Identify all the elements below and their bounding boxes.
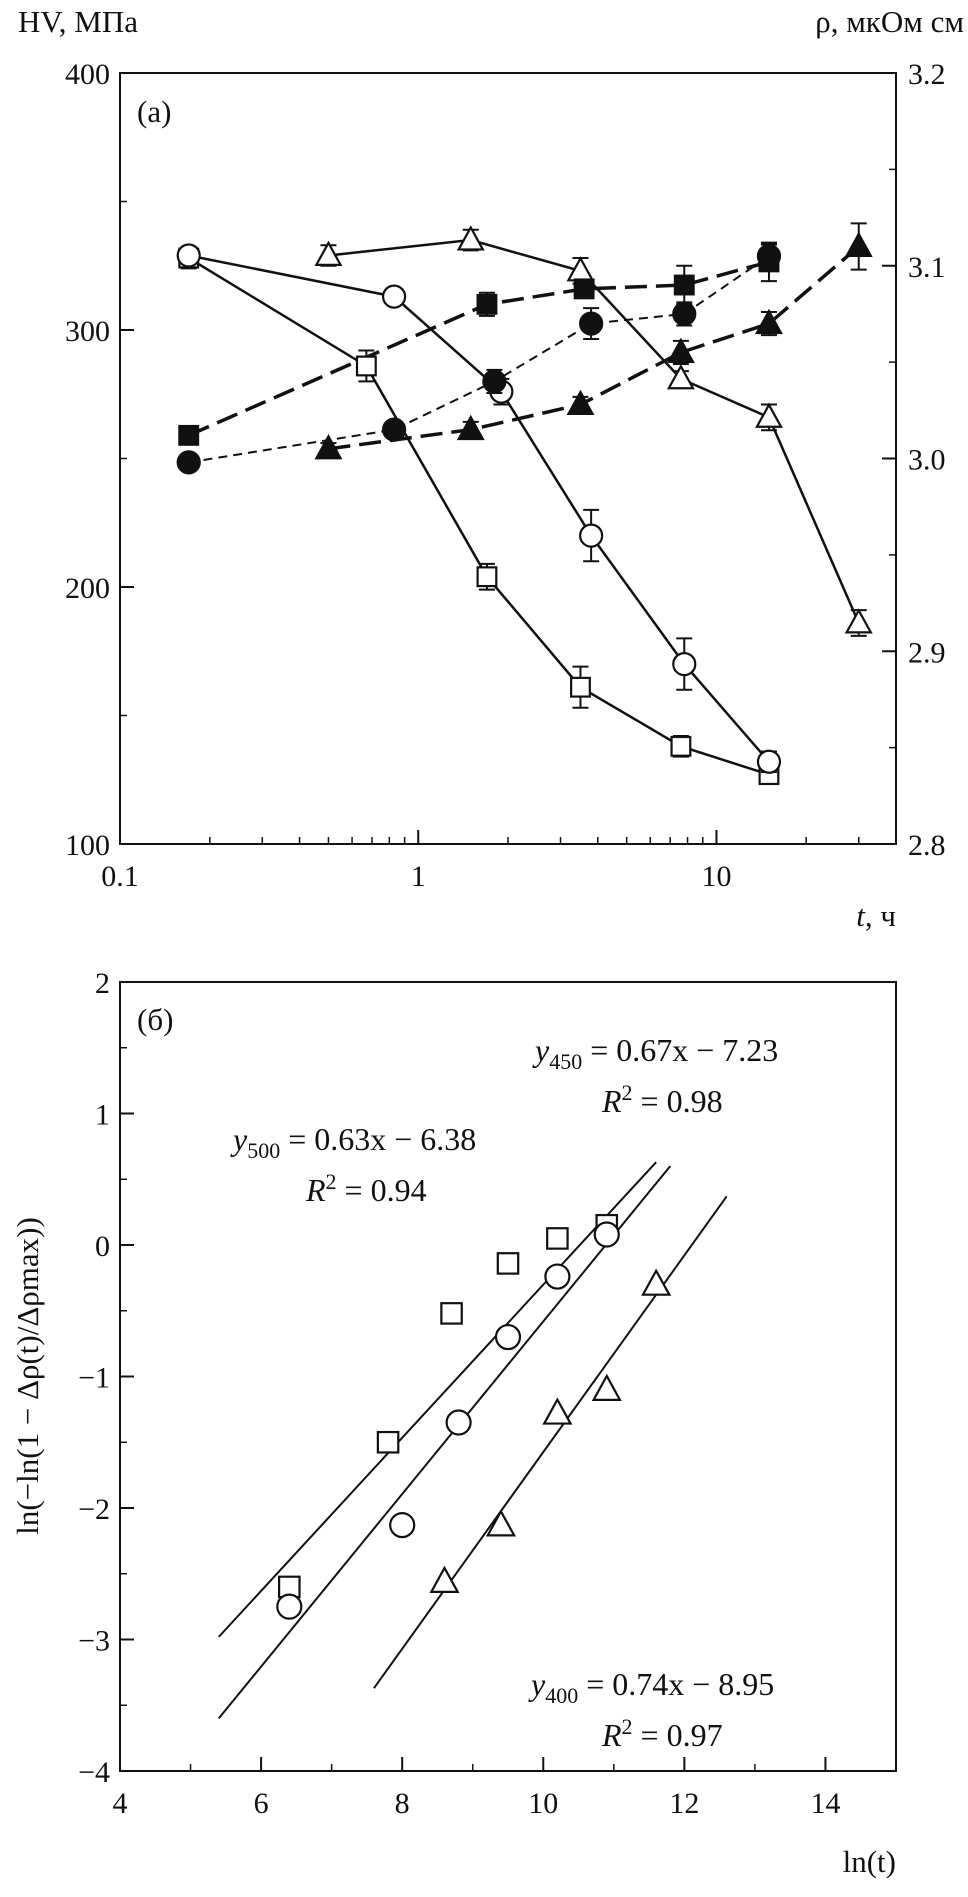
- panel-b-series-0-point: [546, 1227, 569, 1250]
- panel-a-series-1-line: [188, 254, 770, 763]
- panel-a-series-1-point: [176, 243, 201, 268]
- panel-a-series-1-point: [579, 523, 604, 548]
- panel-a-series-5-point: [666, 337, 695, 363]
- panel-a-series-4-point: [756, 244, 782, 269]
- panel-a-x-tick-label: 1: [411, 860, 426, 893]
- panel-a-series-4-point: [672, 301, 697, 327]
- panel-b-x-tick-label: 14: [810, 1787, 840, 1820]
- panel-a-series-4-point: [482, 369, 507, 394]
- panel-b-x-tick-label: 4: [113, 1787, 128, 1820]
- fit-equation-500: y500 = 0.63x − 6.38: [230, 1121, 476, 1163]
- panel-a-y-right-tick-label: 3.0: [908, 444, 946, 477]
- panel-b-series-1-point: [389, 1511, 416, 1539]
- panel-b-series-2-point: [641, 1268, 672, 1296]
- panel-b-series-2-point: [429, 1565, 460, 1594]
- panel-a: HV, МПа ρ, мкОм см (a) 0.1 1 10 100 200 300 40…: [18, 4, 964, 933]
- panel-b-fit-line-0: [218, 1161, 657, 1638]
- panel-b-fit-line-2: [373, 1195, 728, 1689]
- panel-b-y-tick-label: 0: [95, 1230, 110, 1263]
- panel-a-series-2-point: [314, 240, 343, 266]
- fit-r2-500: R2 = 0.94: [305, 1169, 427, 1208]
- panel-a-y-left-tick-label: 100: [65, 829, 110, 862]
- panel-b-y-axis-title: ln(−ln(1 − Δρ(t)/Δρmax)): [10, 1217, 45, 1535]
- panel-a-series-5-point: [844, 231, 873, 257]
- panel-b-y-tick-label: −2: [78, 1493, 110, 1526]
- panel-a-series-1-point: [756, 749, 782, 774]
- panel-a-series-3-point: [476, 293, 498, 315]
- panel-b-series-1-point: [593, 1221, 620, 1248]
- panel-a-series-0-point: [476, 566, 498, 588]
- panel-b-x-tick-label: 8: [395, 1787, 410, 1820]
- panel-a-frame: [119, 72, 897, 845]
- panel-a-y-right-tick-label: 2.8: [908, 829, 946, 862]
- fit-r2-400: R2 = 0.97: [601, 1714, 723, 1753]
- panel-a-series-1-point: [381, 284, 407, 309]
- fit-annotation-500: y500 = 0.63x − 6.38 R2 = 0.94: [230, 1121, 476, 1208]
- panel-b-series-2-point: [591, 1373, 622, 1402]
- panel-a-y-left-tick-label: 400: [65, 58, 110, 91]
- panel-a-y-right-tick-label: 2.9: [908, 636, 946, 669]
- fit-equation-450: y450 = 0.67x − 7.23: [532, 1032, 778, 1074]
- panel-b-series-1-point: [494, 1323, 522, 1351]
- fit-equation-400: y400 = 0.74x − 8.95: [528, 1666, 774, 1708]
- panel-a-series-4-point: [579, 311, 604, 336]
- panel-a-x-tick-label: 0.1: [101, 860, 139, 893]
- panel-a-series-2-line: [328, 238, 860, 624]
- panel-a-x-tick-label: 10: [701, 860, 731, 893]
- panel-a-right-axis-title: ρ, мкОм см: [815, 4, 964, 39]
- panel-a-series-0-line: [188, 256, 770, 776]
- panel-a-x-axis-title: t, ч: [856, 898, 896, 933]
- panel-b-series-1-point: [276, 1593, 303, 1620]
- panel-a-series-5-point: [314, 434, 343, 460]
- panel-b-x-tick-label: 6: [254, 1787, 269, 1820]
- panel-a-series-5-point: [755, 308, 783, 335]
- panel-a-series-1-point: [672, 651, 697, 677]
- panel-a-series-0-point: [355, 355, 377, 377]
- panel-b-frame: [119, 981, 897, 1772]
- panel-a-series-2-point: [456, 225, 485, 251]
- panel-a-series-3-point: [178, 424, 200, 446]
- panel-b-series-0-point: [376, 1430, 400, 1454]
- panel-a-label: (a): [137, 94, 171, 129]
- panel-b-fit-line-1: [217, 1165, 672, 1720]
- panel-a-series-3-point: [573, 278, 595, 300]
- panel-b-y-tick-label: −3: [78, 1625, 110, 1658]
- panel-a-y-left-tick-label: 200: [65, 572, 110, 605]
- panel-a-left-axis-title: HV, МПа: [18, 4, 138, 39]
- fit-annotation-400: y400 = 0.74x − 8.95 R2 = 0.97: [528, 1666, 774, 1753]
- panel-b-x-axis-title: ln(t): [843, 1844, 896, 1879]
- fit-annotation-450: y450 = 0.67x − 7.23 R2 = 0.98: [532, 1032, 778, 1119]
- panel-b-x-tick-label: 10: [528, 1787, 558, 1820]
- panel-a-series-5-point: [456, 414, 485, 441]
- panel-b-y-tick-label: 2: [95, 967, 110, 1000]
- panel-a-series-3-point: [673, 274, 695, 296]
- panel-b-y-tick-label: −4: [78, 1756, 110, 1789]
- panel-b-y-tick-label: −1: [78, 1362, 110, 1395]
- panel-a-series-5-line: [328, 245, 860, 451]
- panel-b-series-2-point: [542, 1397, 573, 1425]
- panel-a-series-0-point: [570, 676, 591, 698]
- panel-b-x-tick-label: 12: [669, 1787, 699, 1820]
- panel-b-label: (б): [137, 1002, 173, 1037]
- panel-a-series-5-point: [566, 389, 595, 416]
- panel-b-series-1-point: [544, 1263, 571, 1290]
- panel-b-series-1-point: [445, 1409, 472, 1436]
- fit-r2-450: R2 = 0.98: [601, 1080, 723, 1119]
- panel-b-series-0-point: [440, 1302, 463, 1325]
- panel-a-series-2-point: [666, 364, 695, 390]
- panel-a-series-4-point: [381, 417, 407, 442]
- panel-a-series-2-point: [844, 608, 873, 634]
- panel-b-series-2-point: [485, 1509, 517, 1537]
- panel-b-series-0-point: [496, 1252, 520, 1275]
- panel-a-series-4-point: [176, 450, 201, 475]
- panel-b-y-tick-label: 1: [95, 1099, 110, 1132]
- panel-a-y-right-tick-label: 3.2: [908, 58, 946, 91]
- panel-a-y-left-tick-label: 300: [65, 315, 110, 348]
- panel-a-series-2-point: [755, 402, 783, 428]
- panel-a-series-4-line: [188, 255, 770, 464]
- panel-a-series-0-point: [670, 735, 692, 757]
- panel-a-y-right-tick-label: 3.1: [908, 251, 946, 284]
